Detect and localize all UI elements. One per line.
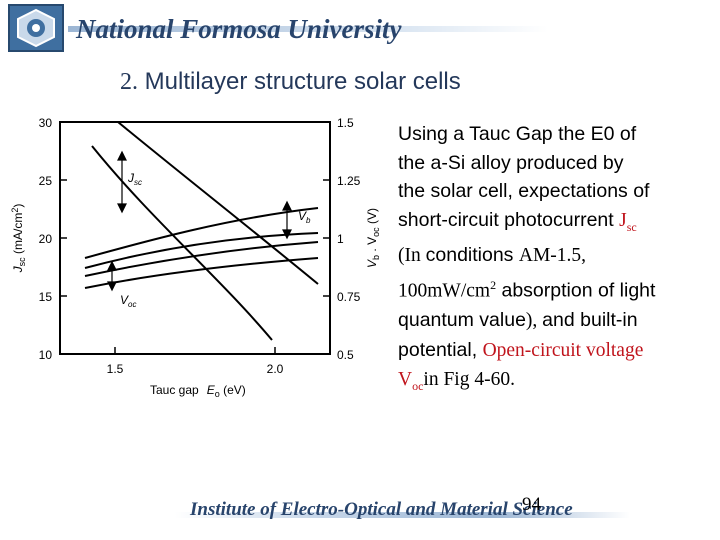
right-axis-label: Vb . Voc (V)	[365, 208, 381, 268]
body-line: the solar cell, expectations of	[398, 180, 650, 203]
footer-bar	[175, 512, 630, 518]
body-line: potential, Open-circuit voltage	[398, 338, 644, 361]
logo-emblem-icon	[17, 8, 55, 48]
left-tick-label: 25	[39, 174, 53, 188]
body-line: Vocin Fig 4-60.	[398, 369, 515, 394]
body-line: quantum value), and built-in	[398, 308, 638, 331]
body-line: short-circuit photocurrent Jsc	[398, 208, 637, 234]
university-logo	[8, 4, 64, 52]
x-axis-label: Tauc gap Eo (eV)	[150, 383, 246, 399]
left-axis-label: Jsc (mA/cm2)	[10, 204, 27, 274]
curve-jsc-upper	[117, 121, 319, 285]
left-tick-label: 20	[39, 232, 53, 246]
figure-tauc-gap: 30 25 20 15 10 1.5 1.25 1 0.75 0.5 1.5 2…	[0, 108, 390, 408]
body-line: 100mW/cm2 absorption of light	[398, 277, 656, 302]
right-tick-label: 1	[337, 232, 344, 246]
right-tick-label: 1.25	[337, 174, 361, 188]
slide-number: 2.	[120, 69, 138, 95]
university-title: National Formosa University	[76, 14, 402, 44]
body-line: (In conditions AM-1.5,	[398, 244, 587, 267]
annotation-vb: Vb	[298, 209, 311, 225]
body-line: the a-Si alloy produced by	[398, 151, 624, 174]
right-tick-label: 0.75	[337, 290, 361, 304]
curve-vb-upper	[84, 207, 319, 259]
slide-title: 2. Multilayer structure solar cells	[120, 68, 461, 96]
annotation-voc: Voc	[120, 293, 136, 309]
x-tick-label: 2.0	[267, 362, 284, 376]
right-tick-label: 1.5	[337, 116, 354, 130]
figure-graph: 30 25 20 15 10 1.5 1.25 1 0.75 0.5 1.5 2…	[10, 116, 381, 399]
page-number: 94	[522, 494, 541, 515]
left-tick-label: 10	[39, 348, 53, 362]
right-tick-label: 0.5	[337, 348, 354, 362]
body-text: Using a Tauc Gap the E0 of the a-Si allo…	[398, 120, 716, 401]
annotation-jsc: Jsc	[127, 171, 142, 187]
left-tick-label: 30	[39, 116, 53, 130]
left-tick-label: 15	[39, 290, 53, 304]
footer-institute: Institute of Electro-Optical and Materia…	[190, 499, 573, 520]
body-line: Using a Tauc Gap the E0 of	[398, 123, 637, 145]
x-tick-label: 1.5	[107, 362, 124, 376]
header-bar	[68, 26, 548, 32]
slide-title-text: Multilayer structure solar cells	[138, 68, 461, 95]
